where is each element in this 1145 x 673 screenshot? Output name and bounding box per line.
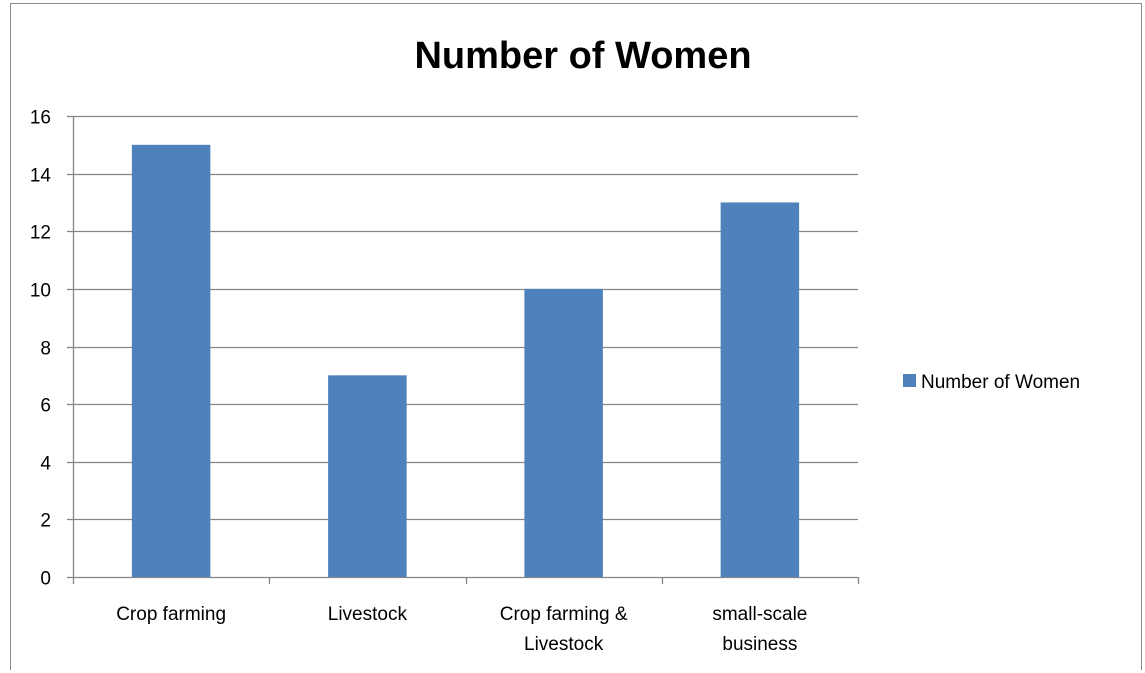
chart-frame <box>10 3 1142 670</box>
x-category-label: Livestock <box>328 604 408 625</box>
y-tick-label: 6 <box>40 396 51 417</box>
axes <box>67 115 860 584</box>
y-tick-label: 8 <box>40 339 51 360</box>
x-category-label: Crop farming <box>116 604 226 625</box>
bars <box>131 144 800 577</box>
bar <box>720 202 800 577</box>
bar <box>328 375 407 577</box>
legend-label: Number of Women <box>921 372 1080 393</box>
legend-swatch <box>903 374 916 387</box>
y-tick-label: 12 <box>30 223 51 244</box>
bar <box>524 288 603 577</box>
chart-title: Number of Women <box>414 35 751 77</box>
y-tick-label: 14 <box>30 166 52 187</box>
y-tick-label: 4 <box>40 454 51 475</box>
tick-labels: 0 2 4 6 8 10 12 14 16 Crop farming Livestock Crop f… <box>30 108 808 656</box>
y-tick-label: 0 <box>40 569 51 590</box>
legend: Number of Women <box>903 372 1080 393</box>
y-tick-label: 2 <box>40 511 51 532</box>
y-tick-label: 10 <box>30 281 51 302</box>
y-tick-label: 16 <box>30 108 51 129</box>
bar <box>131 144 211 577</box>
x-category-label: Crop farming & Livestock <box>500 604 628 655</box>
x-category-label: small-scale business <box>712 604 807 655</box>
